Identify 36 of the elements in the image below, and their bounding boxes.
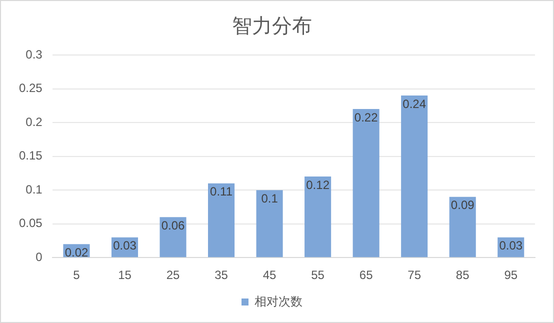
y-tick-label: 0.3 (26, 47, 43, 62)
x-tick-label: 55 (311, 268, 325, 282)
x-tick-label: 35 (214, 268, 228, 282)
x-tick-label: 75 (408, 268, 422, 282)
data-label: 0.1 (261, 191, 278, 206)
y-tick-label: 0.15 (18, 148, 43, 163)
data-label: 0.12 (306, 178, 330, 192)
data-label: 0.06 (161, 218, 186, 232)
bar (256, 190, 283, 258)
data-label: 0.02 (64, 245, 88, 260)
y-tick-label: 0.05 (18, 216, 43, 230)
x-tick-label: 15 (118, 268, 132, 282)
y-tick-label: 0.2 (26, 114, 43, 129)
data-label: 0.11 (210, 184, 233, 199)
legend-label: 相对次数 (254, 294, 302, 308)
y-tick-label: 0.25 (18, 81, 43, 96)
x-tick-label: 85 (456, 268, 470, 282)
chart-title: 智力分布 (232, 16, 312, 38)
x-tick-label: 5 (73, 268, 80, 282)
x-tick-label: 95 (504, 268, 518, 282)
x-tick-label: 45 (262, 268, 277, 282)
x-tick-label: 65 (359, 268, 374, 282)
bar (160, 217, 186, 258)
data-label: 0.03 (499, 238, 523, 253)
bar (352, 109, 380, 258)
y-tick-label: 0.1 (26, 182, 43, 196)
bar (401, 96, 428, 258)
x-tick-label: 25 (166, 268, 180, 282)
data-label: 0.22 (354, 110, 378, 124)
bar (304, 176, 332, 258)
data-label: 0.09 (450, 198, 475, 212)
data-label: 0.03 (113, 238, 137, 253)
bar (208, 183, 235, 258)
bar (449, 196, 476, 258)
data-label: 0.24 (402, 96, 426, 111)
y-tick-label: 0 (36, 250, 43, 264)
